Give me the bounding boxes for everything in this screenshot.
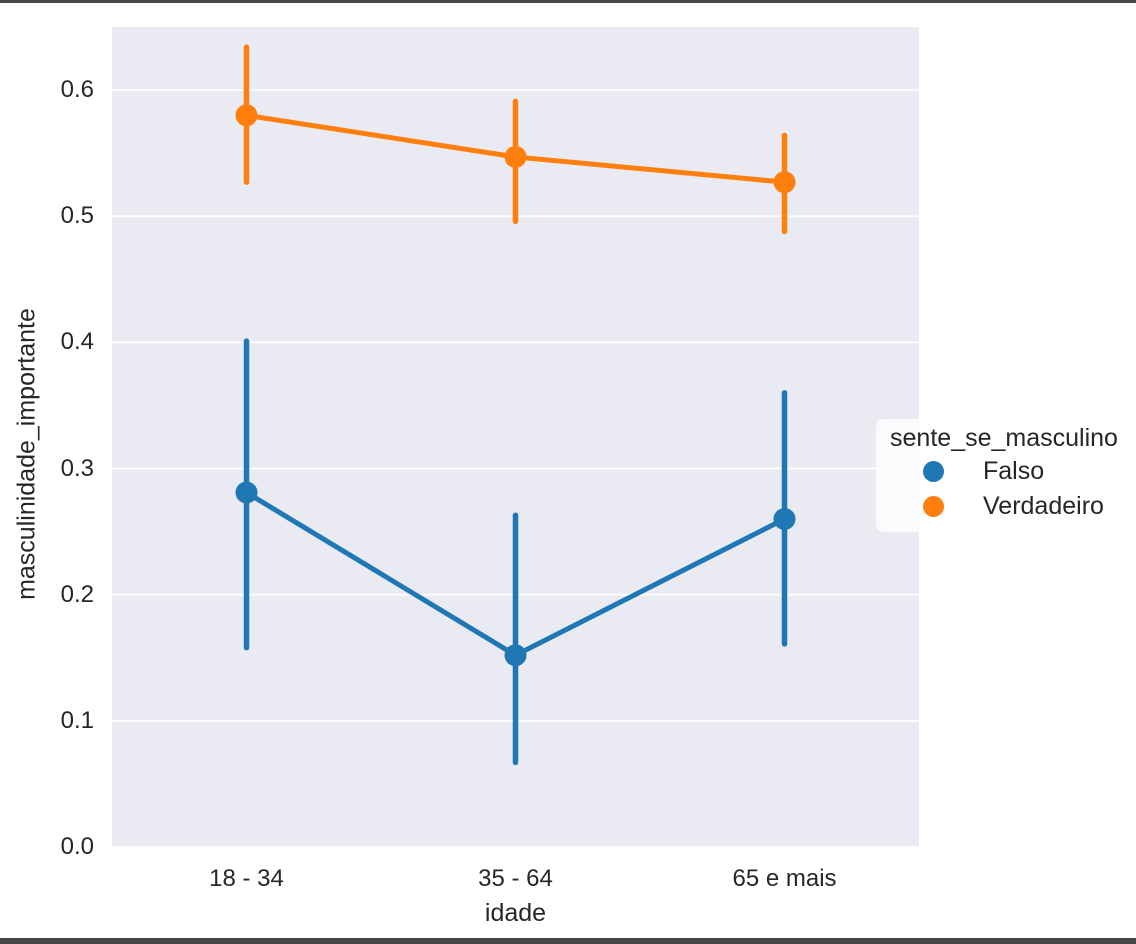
y-tick-label: 0.5 [60, 202, 94, 230]
legend-entry-verdadeiro: Verdadeiro [923, 489, 1132, 524]
y-tick-label: 0.1 [60, 706, 94, 734]
legend-title: sente_se_masculino [890, 424, 1118, 452]
x-axis-label: idade [484, 899, 547, 927]
y-tick-label: 0.6 [60, 76, 94, 104]
y-tick-label: 0.4 [60, 328, 94, 356]
point-marker-falso [235, 481, 258, 504]
x-tick-label: 35 - 64 [478, 865, 553, 892]
y-tick-label: 0.3 [60, 454, 94, 482]
scan-artifact-top-edge [0, 0, 1136, 3]
point-marker-verdadeiro [504, 145, 527, 168]
y-tick-label: 0.0 [60, 833, 94, 860]
y-tick-label: 0.2 [60, 580, 94, 608]
x-tick-label: 18 - 34 [209, 865, 284, 892]
falso-swatch-icon [923, 461, 944, 482]
point-marker-verdadeiro [235, 104, 258, 127]
point-marker-falso [773, 508, 796, 530]
verdadeiro-swatch-icon [923, 496, 944, 517]
legend: sente_se_masculino Falso Verdadeiro [876, 419, 1132, 532]
y-axis-label: masculinidade_importante [12, 308, 41, 600]
legend-entry-label: Verdadeiro [983, 492, 1104, 520]
point-marker-falso [504, 644, 527, 667]
point-marker-verdadeiro [773, 171, 796, 194]
legend-entry-label: Falso [983, 457, 1045, 485]
x-tick-label: 65 e mais [732, 865, 837, 892]
scan-artifact-bottom-edge [0, 938, 1136, 944]
legend-entry-falso: Falso [923, 454, 1132, 489]
